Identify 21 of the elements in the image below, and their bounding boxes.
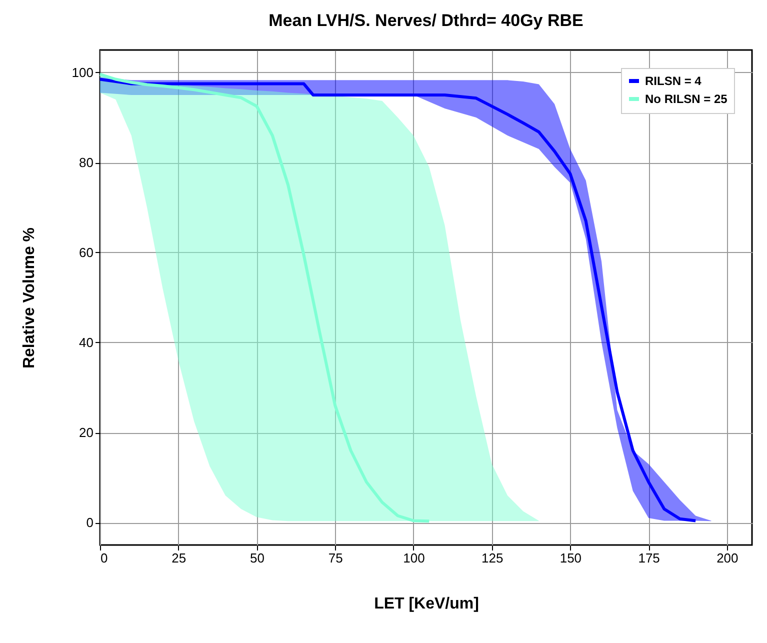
x-tick-label: 0	[100, 550, 108, 566]
x-tick-label: 50	[250, 550, 264, 566]
y-tick-label: 40	[79, 335, 94, 350]
y-tick-label: 20	[79, 425, 94, 440]
x-tick-label: 25	[172, 550, 186, 566]
y-axis-title: Relative Volume %	[20, 227, 38, 369]
x-tick-label: 175	[638, 550, 660, 566]
legend-label: No RILSN = 25	[645, 92, 728, 106]
x-tick-label: 200	[716, 550, 738, 566]
x-tick-label: 75	[328, 550, 343, 566]
x-axis-title: LET [KeV/um]	[374, 596, 479, 612]
y-tick-label: 80	[79, 155, 94, 170]
y-tick-label: 60	[79, 245, 94, 260]
y-tick-label: 0	[86, 515, 94, 530]
legend-label: RILSN = 4	[645, 74, 702, 88]
x-tick-label: 100	[403, 550, 425, 566]
line-series	[98, 72, 431, 523]
x-tick-label: 125	[481, 550, 504, 566]
y-tick-label: 100	[72, 65, 94, 80]
chart-title: Mean LVH/S. Nerves/ Dthrd= 40Gy RBE	[268, 11, 584, 30]
x-tick-label: 150	[560, 550, 582, 566]
